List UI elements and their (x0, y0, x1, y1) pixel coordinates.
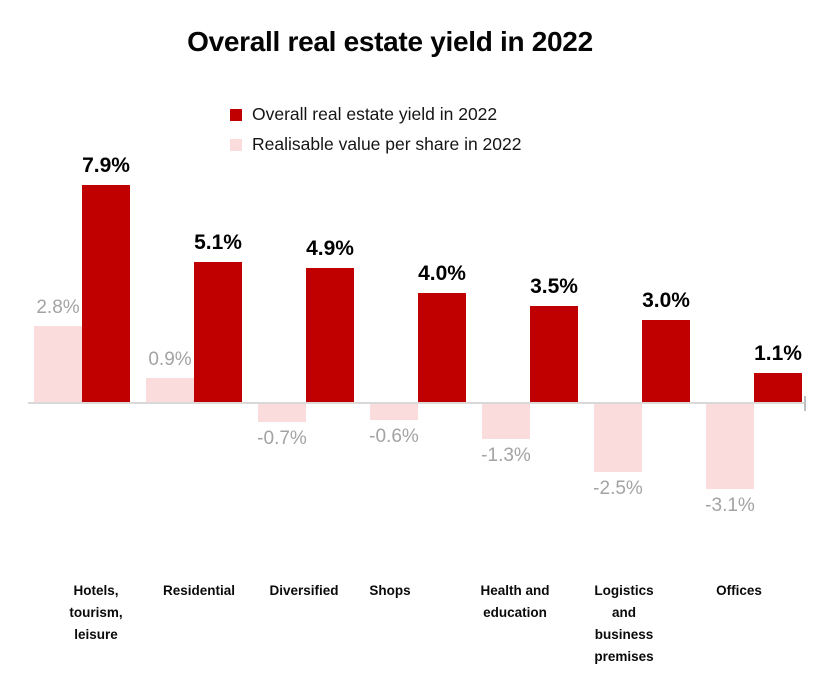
bar-realisable-value (258, 403, 306, 423)
category-label: Diversified (269, 583, 339, 598)
legend: Overall real estate yield in 2022 Realis… (230, 104, 521, 155)
value-label-overall: 4.9% (306, 236, 354, 260)
value-label-realisable: -0.6% (369, 425, 419, 447)
chart-title: Overall real estate yield in 2022 (187, 26, 593, 57)
value-label-realisable: -1.3% (481, 444, 531, 466)
legend-item-realisable-value: Realisable value per share in 2022 (230, 134, 521, 155)
value-label-overall: 1.1% (754, 341, 802, 365)
value-label-realisable: -2.5% (593, 478, 643, 499)
bar-overall-yield (418, 292, 466, 403)
bar-overall-yield (530, 306, 578, 403)
value-label-overall: 4.0% (418, 261, 466, 285)
legend-swatch-pink-icon (230, 138, 242, 151)
category-label: Residential (162, 583, 236, 598)
value-label-realisable: 2.8% (36, 296, 80, 318)
bar-realisable-value (482, 403, 530, 439)
bar-realisable-value (706, 403, 754, 489)
bar-overall-yield (194, 262, 242, 403)
category-label: Offices (716, 583, 762, 598)
value-label-realisable: -0.7% (257, 428, 307, 450)
legend-swatch-dark-red-icon (230, 108, 242, 121)
category-label: Shops (369, 583, 411, 598)
category-label: Hotels, tourism, leisure (69, 583, 123, 642)
value-label-overall: 7.9% (82, 153, 130, 177)
x-axis-end-tick (804, 396, 806, 411)
bar-overall-yield (306, 267, 354, 403)
legend-item-overall-yield: Overall real estate yield in 2022 (230, 104, 521, 125)
x-axis-line (28, 402, 806, 404)
bar-overall-yield (82, 184, 130, 403)
bar-realisable-value (370, 403, 418, 420)
bar-overall-yield (754, 372, 802, 403)
value-label-realisable: 0.9% (148, 349, 192, 371)
bar-realisable-value (594, 403, 642, 472)
bar-overall-yield (642, 320, 690, 403)
category-label: Health and education (480, 583, 550, 620)
value-label-realisable: -3.1% (705, 494, 755, 516)
value-label-overall: 3.5% (530, 275, 578, 299)
bar-realisable-value (34, 325, 82, 403)
category-label: Logistics and business premises (594, 583, 654, 664)
value-label-overall: 3.0% (642, 289, 690, 313)
bar-realisable-value (146, 378, 194, 403)
legend-label-overall-yield: Overall real estate yield in 2022 (252, 104, 498, 124)
value-label-overall: 5.1% (194, 231, 242, 255)
legend-label-realisable-value: Realisable value per share in 2022 (252, 134, 522, 154)
